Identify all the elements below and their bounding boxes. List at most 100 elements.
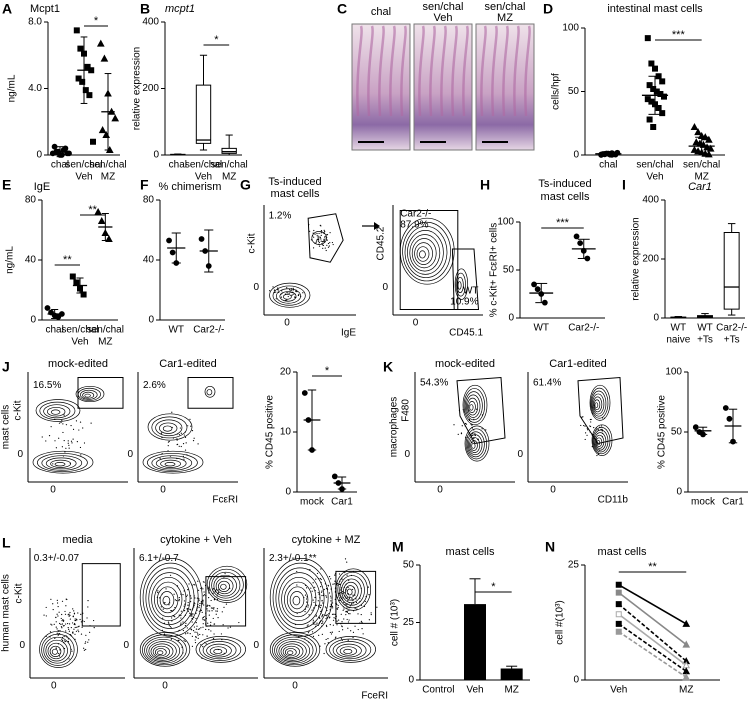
event-dot	[312, 621, 314, 623]
event-dot	[202, 619, 204, 621]
gate	[308, 214, 343, 262]
y-tick-label: 100	[562, 23, 579, 34]
event-dot	[338, 593, 340, 595]
event-dot	[272, 286, 274, 288]
flow-zero-label: 0	[50, 485, 56, 496]
flow-zero-label: 0	[284, 318, 290, 329]
event-dot	[472, 432, 474, 435]
event-dot	[171, 411, 173, 413]
x-tick-label: sen/chal	[211, 160, 248, 171]
event-dot	[77, 626, 79, 628]
data-point	[112, 115, 118, 121]
contour	[456, 273, 465, 296]
contour	[151, 644, 173, 659]
event-dot	[57, 615, 59, 617]
x-tick-label: Car2-/-	[716, 323, 747, 334]
event-dot	[336, 620, 338, 622]
event-dot	[343, 608, 345, 610]
event-dot	[60, 626, 63, 628]
data-point	[683, 674, 689, 680]
chart-title: IgE	[34, 181, 51, 193]
event-dot	[75, 619, 77, 622]
x-tick-label: MZ	[98, 337, 112, 348]
contour	[284, 582, 312, 617]
contour	[465, 426, 489, 461]
event-dot	[58, 611, 60, 613]
contour	[281, 644, 303, 659]
contour	[280, 292, 296, 302]
data-point	[616, 582, 621, 587]
data-point	[51, 143, 58, 150]
event-dot	[45, 606, 47, 609]
event-dot	[187, 608, 189, 610]
event-dot	[355, 598, 357, 600]
event-dot	[71, 622, 74, 624]
event-dot	[211, 610, 213, 612]
x-tick-label: MZ	[222, 172, 236, 183]
event-dot	[344, 558, 347, 560]
event-dot	[63, 439, 65, 442]
event-dot	[167, 621, 170, 623]
event-dot	[63, 640, 65, 642]
y-tick-label: 25	[568, 560, 580, 571]
contour	[285, 648, 296, 656]
contour	[37, 453, 87, 471]
y-tick-label: 0	[30, 315, 36, 326]
contour	[50, 646, 61, 656]
contour	[282, 577, 316, 620]
event-dot	[75, 618, 78, 620]
event-dot	[327, 246, 330, 248]
event-dot	[593, 426, 595, 429]
event-dot	[83, 649, 86, 651]
data-point	[691, 124, 697, 130]
event-dot	[317, 591, 319, 594]
event-dot	[193, 437, 195, 439]
event-dot	[203, 619, 206, 621]
contour	[210, 647, 227, 656]
event-dot	[194, 584, 196, 586]
event-dot	[584, 432, 587, 434]
data-point	[660, 111, 665, 116]
event-dot	[318, 232, 320, 235]
contour	[592, 391, 606, 416]
event-dot	[341, 625, 343, 627]
contour	[51, 460, 71, 467]
event-dot	[281, 290, 283, 292]
contour	[203, 642, 236, 659]
data-point	[166, 237, 172, 244]
event-dot	[348, 613, 350, 615]
contour	[469, 438, 479, 453]
event-dot	[194, 639, 196, 641]
data-point	[683, 621, 689, 627]
event-dot	[93, 627, 95, 629]
event-dot	[208, 597, 210, 599]
event-dot	[202, 602, 204, 604]
event-dot	[348, 579, 350, 582]
event-dot	[471, 434, 473, 436]
event-dot	[79, 618, 81, 621]
contour	[48, 643, 64, 659]
event-dot	[314, 233, 316, 235]
chart-title: % chimerism	[159, 181, 222, 193]
event-dot	[473, 437, 475, 440]
data-point	[573, 233, 580, 240]
event-dot	[197, 443, 199, 445]
event-dot	[55, 447, 57, 449]
x-tick-label: Car1	[331, 497, 353, 508]
event-dot	[334, 580, 336, 582]
event-dot	[208, 614, 210, 616]
x-tick-label: Control	[422, 685, 454, 696]
contour	[287, 587, 308, 613]
event-dot	[318, 634, 320, 636]
bar	[464, 604, 486, 680]
event-dot	[180, 445, 182, 448]
event-dot	[183, 610, 186, 612]
event-dot	[315, 623, 317, 625]
histology-label: MZ	[497, 12, 513, 24]
panel-letter: E	[2, 177, 11, 193]
event-dot	[311, 609, 313, 611]
event-dot	[324, 236, 326, 238]
contour	[33, 451, 93, 473]
x-tick-label: Car1	[722, 497, 744, 508]
event-dot	[54, 637, 56, 639]
